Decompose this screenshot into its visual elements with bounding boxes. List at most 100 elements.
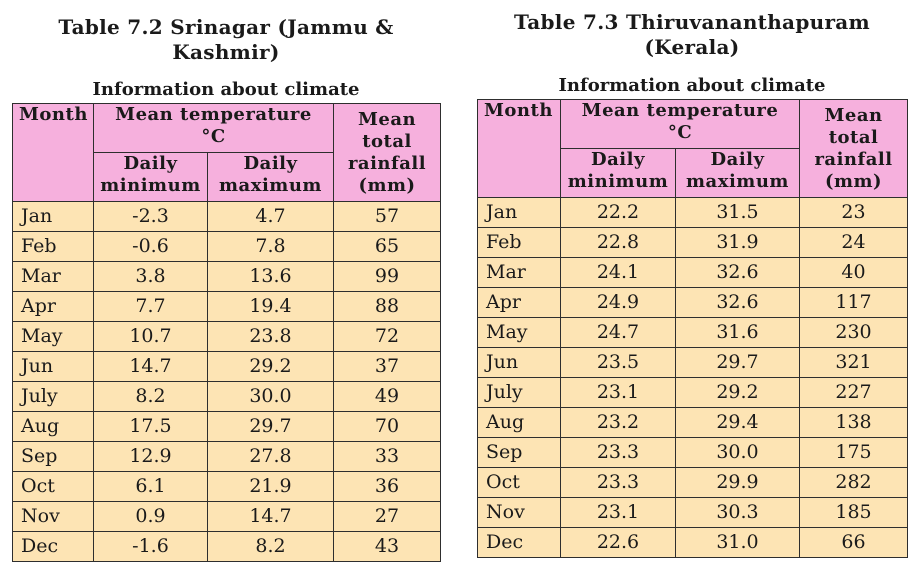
daily-minimum-cell: 3.8 (93, 261, 208, 292)
rainfall-cell: 65 (333, 231, 442, 262)
table-row: Jan 22.2 31.5 23 (477, 197, 909, 228)
daily-minimum-cell: -1.6 (93, 531, 208, 562)
daily-minimum-cell: 23.3 (560, 467, 676, 498)
daily-minimum-cell: 12.9 (93, 441, 208, 472)
month-cell: Sep (12, 441, 94, 472)
month-cell: Feb (12, 231, 94, 262)
table-row: Nov 23.1 30.3 185 (477, 497, 909, 528)
daily-maximum-cell: 23.8 (206, 321, 335, 352)
thiruvananthapuram-panel: Table 7.3 Thiruvananthapuram (Kerala) In… (477, 0, 909, 558)
daily-maximum-cell: 13.6 (206, 261, 335, 292)
daily-maximum-cell: 30.0 (206, 381, 335, 412)
header-mean-temperature: Mean temperature °C (92, 103, 335, 153)
daily-maximum-cell: 31.0 (674, 527, 801, 558)
daily-maximum-cell: 29.2 (674, 377, 801, 408)
month-cell: July (12, 381, 94, 412)
table-row: Feb 22.8 31.9 24 (477, 227, 909, 258)
month-cell: Jun (477, 347, 561, 378)
rainfall-cell: 88 (333, 291, 442, 322)
rainfall-cell: 49 (333, 381, 442, 412)
table-row: Jan -2.3 4.7 57 (12, 201, 442, 232)
rainfall-cell: 66 (799, 527, 909, 558)
month-cell: Jan (12, 201, 94, 232)
daily-minimum-cell: 23.1 (560, 377, 676, 408)
daily-minimum-cell: 6.1 (93, 471, 208, 502)
table-row: Dec 22.6 31.0 66 (477, 527, 909, 558)
daily-minimum-cell: 8.2 (93, 381, 208, 412)
month-cell: Jan (477, 197, 561, 228)
rainfall-cell: 40 (799, 257, 909, 288)
daily-minimum-cell: 24.9 (560, 287, 676, 318)
month-cell: Jun (12, 351, 94, 382)
table-row: Sep 23.3 30.0 175 (477, 437, 909, 468)
rainfall-cell: 230 (799, 317, 909, 348)
table-row: Mar 3.8 13.6 99 (12, 261, 442, 292)
daily-minimum-cell: 24.1 (560, 257, 676, 288)
month-cell: Apr (12, 291, 94, 322)
month-cell: Aug (12, 411, 94, 442)
daily-maximum-cell: 31.9 (674, 227, 801, 258)
rainfall-cell: 72 (333, 321, 442, 352)
daily-minimum-cell: 7.7 (93, 291, 208, 322)
daily-maximum-cell: 31.6 (674, 317, 801, 348)
rainfall-cell: 36 (333, 471, 442, 502)
daily-maximum-cell: 21.9 (206, 471, 335, 502)
table-row: Jun 14.7 29.2 37 (12, 351, 442, 382)
table-row: Oct 6.1 21.9 36 (12, 471, 442, 502)
header-mean-temperature: Mean temperature °C (559, 99, 801, 149)
header-daily-minimum: Daily minimum (93, 152, 208, 202)
daily-maximum-cell: 32.6 (674, 257, 801, 288)
table-row: Nov 0.9 14.7 27 (12, 501, 442, 532)
table-row: May 24.7 31.6 230 (477, 317, 909, 348)
month-cell: Dec (12, 531, 94, 562)
month-cell: Sep (477, 437, 561, 468)
rainfall-cell: 57 (333, 201, 442, 232)
daily-minimum-cell: 14.7 (93, 351, 208, 382)
rainfall-cell: 99 (333, 261, 442, 292)
srinagar-table-subtitle: Information about climate (92, 79, 360, 100)
daily-maximum-cell: 32.6 (674, 287, 801, 318)
rainfall-cell: 27 (333, 501, 442, 532)
month-cell: Mar (12, 261, 94, 292)
table-row: Mar 24.1 32.6 40 (477, 257, 909, 288)
daily-maximum-cell: 14.7 (206, 501, 335, 532)
month-cell: Apr (477, 287, 561, 318)
month-cell: Dec (477, 527, 561, 558)
daily-minimum-cell: 24.7 (560, 317, 676, 348)
rainfall-cell: 117 (799, 287, 909, 318)
month-cell: Nov (477, 497, 561, 528)
rainfall-cell: 185 (799, 497, 909, 528)
table-row: July 8.2 30.0 49 (12, 381, 442, 412)
month-cell: May (12, 321, 94, 352)
month-cell: Nov (12, 501, 94, 532)
month-cell: Aug (477, 407, 561, 438)
rainfall-cell: 43 (333, 531, 442, 562)
srinagar-climate-table: Month Mean temperature °C Mean total rai… (12, 103, 442, 562)
table-row: Sep 12.9 27.8 33 (12, 441, 442, 472)
table-row: July 23.1 29.2 227 (477, 377, 909, 408)
daily-minimum-cell: -0.6 (93, 231, 208, 262)
header-month: Month (477, 99, 561, 198)
daily-minimum-cell: 23.2 (560, 407, 676, 438)
srinagar-table-body: Jan -2.3 4.7 57 Feb -0.6 7.8 65 Mar 3.8 13.6 99 Apr 7… (12, 201, 442, 562)
daily-maximum-cell: 19.4 (206, 291, 335, 322)
table-row: Dec -1.6 8.2 43 (12, 531, 442, 562)
table-row: Aug 17.5 29.7 70 (12, 411, 442, 442)
daily-maximum-cell: 7.8 (206, 231, 335, 262)
thiruvananthapuram-table-subtitle: Information about climate (558, 75, 826, 96)
daily-minimum-cell: 17.5 (93, 411, 208, 442)
daily-maximum-cell: 29.9 (674, 467, 801, 498)
daily-maximum-cell: 27.8 (206, 441, 335, 472)
header-month: Month (12, 103, 94, 202)
daily-maximum-cell: 30.0 (674, 437, 801, 468)
srinagar-table-title: Table 7.2 Srinagar (Jammu & Kashmir) (58, 15, 394, 64)
month-cell: May (477, 317, 561, 348)
rainfall-cell: 33 (333, 441, 442, 472)
rainfall-cell: 138 (799, 407, 909, 438)
daily-maximum-cell: 29.2 (206, 351, 335, 382)
rainfall-cell: 37 (333, 351, 442, 382)
header-daily-maximum: Daily maximum (674, 148, 801, 198)
month-cell: Feb (477, 227, 561, 258)
month-cell: Mar (477, 257, 561, 288)
rainfall-cell: 175 (799, 437, 909, 468)
